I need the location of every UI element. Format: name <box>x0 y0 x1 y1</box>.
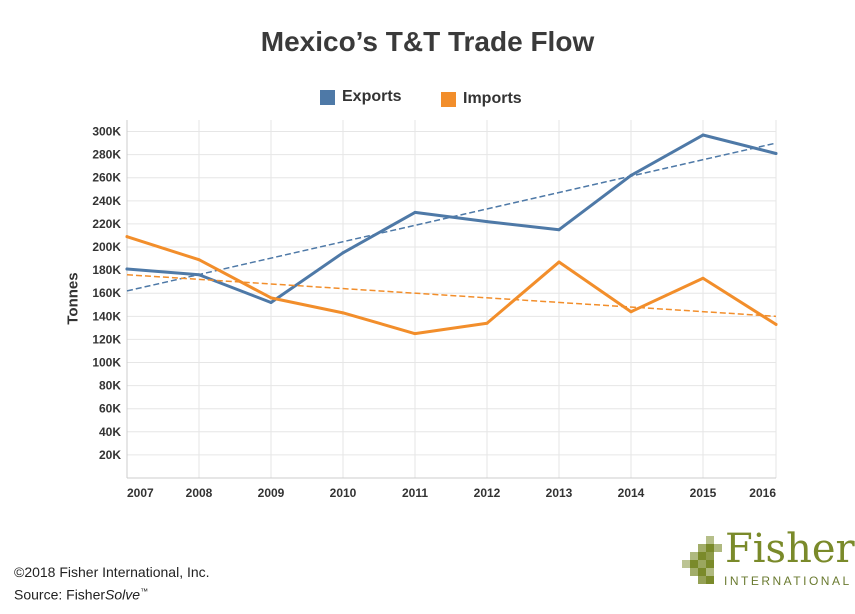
y-tick-label: 120K <box>92 332 121 346</box>
y-tick-label: 220K <box>92 217 121 231</box>
y-tick-label: 280K <box>92 148 121 162</box>
legend-item-imports[interactable]: Imports <box>441 90 522 108</box>
y-tick-label: 140K <box>92 309 121 323</box>
y-axis-label: Tonnes <box>64 272 82 325</box>
y-tick-label: 20K <box>99 448 121 462</box>
fisher-logo-icon <box>682 536 722 584</box>
y-tick-label: 40K <box>99 425 121 439</box>
y-tick-label: 180K <box>92 263 121 277</box>
x-tick-label: 2007 <box>127 486 154 500</box>
x-tick-label: 2014 <box>618 486 645 500</box>
imports-point <box>485 321 489 325</box>
imports-trend-line <box>126 273 777 318</box>
imports-point <box>197 258 201 262</box>
legend-label-exports: Exports <box>342 88 402 105</box>
y-tick-label: 300K <box>92 125 121 139</box>
imports-point <box>701 276 705 280</box>
legend-item-exports[interactable]: Exports <box>320 88 402 106</box>
x-tick-label: 2016 <box>749 486 776 500</box>
imports-point <box>413 332 417 336</box>
exports-point <box>413 210 417 214</box>
exports-point <box>557 228 561 232</box>
imports-point <box>557 260 561 264</box>
exports-point <box>125 267 129 271</box>
x-tick-label: 2011 <box>402 486 428 500</box>
source-tm: ™ <box>140 587 149 596</box>
chart-title: Mexico’s T&T Trade Flow <box>260 26 595 57</box>
y-tick-label: 160K <box>92 286 121 300</box>
exports-point <box>341 251 345 255</box>
imports-point <box>629 310 633 314</box>
y-tick-label: 240K <box>92 194 121 208</box>
exports-point <box>485 220 489 224</box>
source-italic: Solve <box>105 586 141 603</box>
x-tick-label: 2009 <box>258 486 285 500</box>
imports-point <box>341 311 345 315</box>
exports-point <box>701 133 705 137</box>
logo-name: Fisher <box>725 526 855 572</box>
imports-line <box>125 235 778 336</box>
y-tick-label: 80K <box>99 379 121 393</box>
y-tick-label: 200K <box>92 240 121 254</box>
logo-subtitle: INTERNATIONAL <box>724 574 852 588</box>
y-tick-label: 100K <box>92 356 121 370</box>
imports-swatch-icon <box>441 91 456 107</box>
y-tick-label: 260K <box>92 171 121 185</box>
imports-point <box>269 296 273 300</box>
imports-point <box>125 235 129 239</box>
copyright-text: ©2018 Fisher International, Inc. <box>14 564 210 580</box>
imports-point <box>774 322 778 326</box>
exports-point <box>774 151 778 155</box>
x-tick-label: 2010 <box>330 486 357 500</box>
exports-trend-line <box>126 142 777 292</box>
exports-line <box>125 133 778 304</box>
x-tick-label: 2015 <box>690 486 717 500</box>
exports-point <box>629 173 633 177</box>
exports-point <box>197 273 201 277</box>
legend-label-imports: Imports <box>463 90 522 107</box>
fisher-logo: Fisher INTERNATIONAL <box>680 526 855 594</box>
exports-swatch-icon <box>320 89 335 105</box>
x-tick-label: 2012 <box>474 486 501 500</box>
exports-point <box>269 300 273 304</box>
source-prefix: Source: Fisher <box>14 586 106 603</box>
source-text: Source: FisherSolve™ <box>14 582 210 605</box>
y-tick-label: 60K <box>99 402 121 416</box>
footer: ©2018 Fisher International, Inc. Source:… <box>14 562 210 605</box>
legend: Exports Imports <box>0 88 855 112</box>
x-tick-label: 2008 <box>186 486 213 500</box>
x-tick-label: 2013 <box>546 486 573 500</box>
